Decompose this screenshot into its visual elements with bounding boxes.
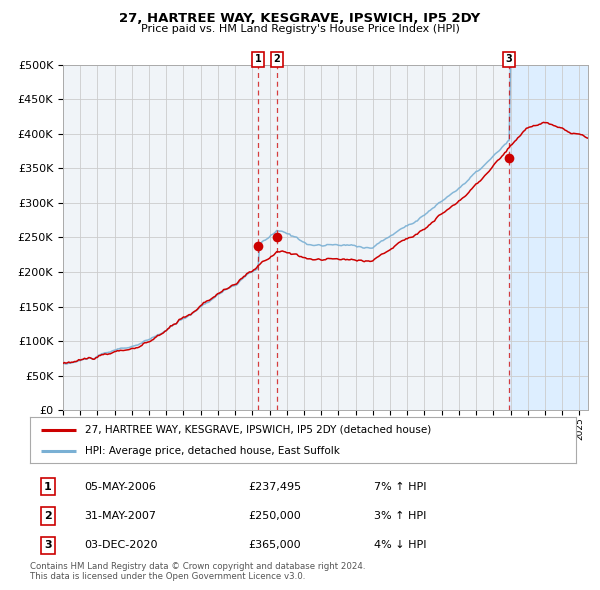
Text: 1: 1 <box>44 482 52 491</box>
Text: Price paid vs. HM Land Registry's House Price Index (HPI): Price paid vs. HM Land Registry's House … <box>140 24 460 34</box>
Text: £237,495: £237,495 <box>248 482 302 491</box>
Text: 2: 2 <box>274 54 280 64</box>
Text: 3: 3 <box>44 540 52 550</box>
Text: 3: 3 <box>506 54 512 64</box>
Text: 27, HARTREE WAY, KESGRAVE, IPSWICH, IP5 2DY: 27, HARTREE WAY, KESGRAVE, IPSWICH, IP5 … <box>119 12 481 25</box>
Text: 3% ↑ HPI: 3% ↑ HPI <box>374 511 427 521</box>
Text: 31-MAY-2007: 31-MAY-2007 <box>85 511 157 521</box>
Text: 2: 2 <box>44 511 52 521</box>
Text: 1: 1 <box>255 54 262 64</box>
Text: £250,000: £250,000 <box>248 511 301 521</box>
Text: 03-DEC-2020: 03-DEC-2020 <box>85 540 158 550</box>
Text: 05-MAY-2006: 05-MAY-2006 <box>85 482 157 491</box>
Text: 27, HARTREE WAY, KESGRAVE, IPSWICH, IP5 2DY (detached house): 27, HARTREE WAY, KESGRAVE, IPSWICH, IP5 … <box>85 425 431 435</box>
Text: Contains HM Land Registry data © Crown copyright and database right 2024.
This d: Contains HM Land Registry data © Crown c… <box>30 562 365 581</box>
Bar <box>509 65 588 410</box>
Text: £365,000: £365,000 <box>248 540 301 550</box>
Text: HPI: Average price, detached house, East Suffolk: HPI: Average price, detached house, East… <box>85 445 340 455</box>
Text: 7% ↑ HPI: 7% ↑ HPI <box>374 482 427 491</box>
Text: 4% ↓ HPI: 4% ↓ HPI <box>374 540 427 550</box>
